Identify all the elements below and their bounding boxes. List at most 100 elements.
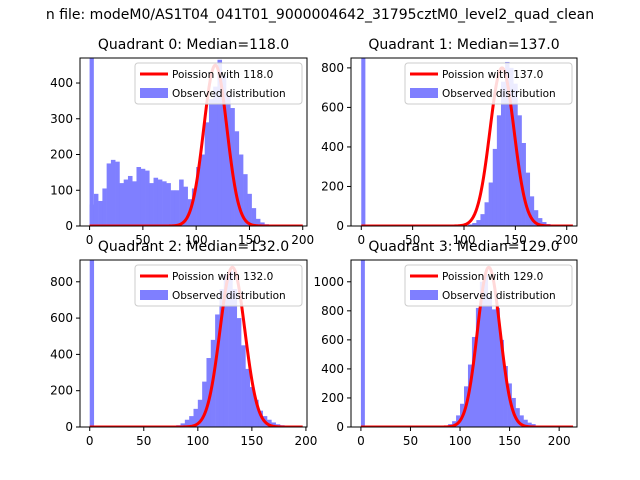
histogram-bar [170,190,176,226]
histogram-bar [193,408,199,427]
histogram-bar [196,167,201,226]
x-tick-label: 150 [504,233,527,247]
histogram-bar [179,179,184,226]
x-tick-label: 50 [405,233,420,247]
x-tick-label: 50 [136,434,151,448]
legend-fit-label: Poission with 129.0 [442,271,543,283]
histogram-bar [488,182,494,226]
x-tick-label: 150 [238,233,261,247]
histogram-bar [505,61,510,226]
histogram-bar [98,200,103,226]
legend-fit-label: Poission with 132.0 [172,271,273,283]
y-tick-label: 0 [336,420,344,434]
histogram-bar [200,154,205,226]
histogram-bar [480,214,485,226]
y-tick-label: 100 [50,183,73,197]
histogram-bar [533,210,539,226]
legend-box [134,62,303,105]
histogram-bar [529,196,535,226]
histogram-bar [247,193,252,226]
histogram-bar [180,423,186,427]
histogram-bar [243,174,248,226]
histogram-bar [228,270,233,427]
histogram-bar [217,59,223,226]
legend: Poission with 129.0 Observed distribution [404,264,573,307]
x-tick-label: 0 [357,434,365,448]
histogram-bar [236,318,242,427]
histogram-bar-zero [89,260,95,427]
histogram-bar [162,181,167,226]
histogram-bar [519,415,524,427]
histogram-bar [136,167,142,226]
histogram-bar [475,307,481,427]
quadrant-0-chart: 0 50 100 150 200 0 100 200 300 400 Quadrant 0: Med… [50,37,314,247]
histogram-bar-zero [89,58,94,226]
plot-area [89,58,303,226]
histogram-bar [255,218,261,226]
x-tick-label: 50 [403,434,418,448]
histogram-bar [491,309,497,427]
legend-observed-swatch [410,88,438,98]
y-tick-label: 200 [50,148,73,162]
y-tick-label: 0 [65,219,73,233]
x-tick-label: 150 [498,434,521,448]
legend-observed-label: Observed distribution [442,88,556,100]
histogram-bar [527,422,532,427]
x-tick-label: 50 [135,233,150,247]
x-tick-label: 200 [555,233,578,247]
legend: Poission with 118.0 Observed distribution [134,62,303,105]
histogram-bar [472,223,477,226]
histogram-bar [483,274,489,427]
histogram-bar [476,220,481,226]
y-tick-label: 200 [50,384,73,398]
legend-observed-swatch [140,88,168,98]
histogram-bar [219,289,225,427]
y-tick-label: 400 [321,362,344,376]
histogram-bar [238,154,244,226]
histogram-bar [213,86,218,226]
histogram-bar [208,99,214,226]
histogram-bar [495,307,500,427]
histogram-bar [166,183,171,226]
histogram-bar [145,170,150,226]
histogram-bar [110,159,116,226]
axes-frame [350,259,578,428]
legend-observed-label: Observed distribution [172,290,286,302]
chart-panels: 0 50 100 150 200 0 100 200 300 400 Quadrant 0: Med… [50,37,578,448]
y-tick-label: 800 [50,275,73,289]
histogram-bar [245,368,251,427]
histogram-bar [468,224,473,226]
histogram-bar [542,222,547,226]
legend-observed-swatch [410,290,438,300]
histogram-bar [515,408,520,427]
histogram-bar [503,366,508,427]
histogram-bar [149,183,154,226]
histogram-bar [115,161,120,226]
histogram-bar [271,422,276,427]
histogram-bar [206,358,212,427]
histogram-bar [537,218,543,226]
histogram-bar [507,383,512,427]
histogram-bar [500,81,506,226]
x-tick-label: 100 [185,233,208,247]
histogram-bar-zero [360,260,365,427]
quadrant-1-chart: 0 50 100 150 200 0 200 400 600 800 Quadrant 1: Med… [321,37,578,247]
histogram-bar [467,364,473,427]
histogram-bar [492,148,498,226]
y-tick-label: 400 [50,347,73,361]
figure-suptitle: n file: modeM0/AS1T04_041T01_9000004642_… [46,7,594,23]
y-tick-label: 800 [321,61,344,75]
histogram-bar [204,122,210,226]
quadrant-2-chart: 0 50 100 150 200 0 200 400 600 800 Quadrant 2: Med… [50,239,317,448]
legend: Poission with 137.0 Observed distribution [404,62,573,105]
histogram-bar [221,75,227,226]
histogram-bar [260,222,265,226]
histogram-bar [174,190,180,226]
x-tick-label: 100 [449,434,472,448]
legend-box [134,264,303,307]
y-tick-label: 600 [321,100,344,114]
chart-title: Quadrant 0: Median=118.0 [98,37,289,53]
histogram-bar [127,175,133,226]
histogram-bar [523,419,528,427]
